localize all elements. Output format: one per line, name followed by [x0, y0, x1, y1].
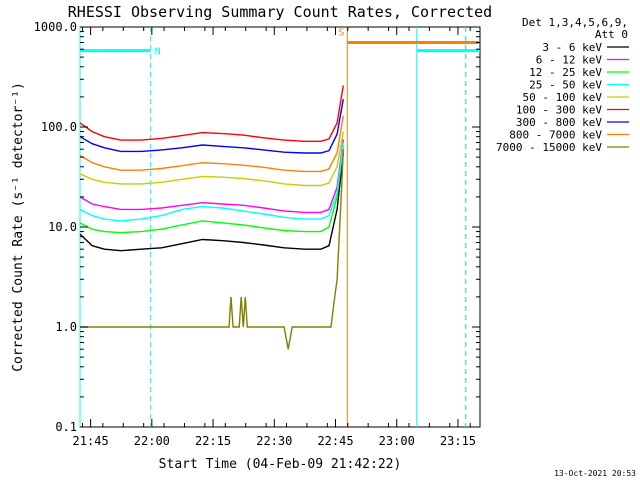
legend-label: 6 - 12 keV	[536, 54, 603, 67]
x-tick-label: 23:00	[379, 434, 415, 448]
y-tick-label: 1.0	[55, 320, 77, 334]
footer-timestamp: 13-Oct-2021 20:53	[554, 469, 636, 478]
legend-label: 100 - 300 keV	[516, 104, 602, 117]
x-tick-label: 23:15	[440, 434, 476, 448]
legend-label: 300 - 800 keV	[516, 116, 602, 129]
legend-label: 25 - 50 keV	[529, 79, 602, 92]
flag-bars: NS	[80, 27, 480, 58]
legend-label: 7000 - 15000 keV	[496, 141, 602, 154]
x-axis-label: Start Time (04-Feb-09 21:42:22)	[159, 457, 402, 472]
x-tick-label: 22:15	[195, 434, 231, 448]
series-line-8	[80, 149, 344, 350]
series-line-7	[79, 115, 344, 173]
plot-area-frame	[79, 26, 481, 428]
series-line-0	[79, 152, 344, 252]
x-tick-label: 22:30	[256, 434, 292, 448]
series-line-6	[79, 98, 344, 154]
legend-header: Att 0	[595, 28, 628, 41]
x-tick-label: 21:45	[73, 434, 109, 448]
y-tick-label: 0.1	[55, 420, 77, 434]
series-line-2	[79, 145, 344, 234]
legend-label: 3 - 6 keV	[542, 41, 602, 54]
series-line-1	[79, 139, 344, 214]
flag-label-N: N	[155, 47, 161, 58]
series-line-5	[79, 85, 344, 143]
legend-label: 50 - 100 keV	[523, 91, 603, 104]
x-tick-label: 22:45	[317, 434, 353, 448]
y-axis-ticks: 0.1 1.0 10.0 100.0 1000.0	[34, 20, 480, 434]
series-line-3	[79, 142, 344, 222]
y-tick-label: 1000.0	[34, 20, 77, 34]
legend-label: 800 - 7000 keV	[509, 129, 602, 142]
flag-label-S: S	[338, 27, 344, 38]
x-tick-label: 22:00	[134, 434, 170, 448]
x-axis-ticks: 21:45 22:00 22:15 22:30 22:45 23:00 23:15	[73, 27, 476, 448]
y-tick-label: 100.0	[41, 120, 77, 134]
series-line-4	[79, 131, 344, 187]
chart-title: RHESSI Observing Summary Count Rates, Co…	[68, 3, 492, 21]
vertical-markers	[79, 27, 467, 427]
legend-header: Det 1,3,4,5,6,9,	[522, 16, 628, 29]
y-tick-label: 10.0	[48, 220, 77, 234]
series-lines	[79, 85, 344, 350]
y-axis-label: Corrected Count Rate (s⁻¹ detector⁻¹)	[11, 82, 26, 372]
legend-label: 12 - 25 keV	[529, 66, 602, 79]
